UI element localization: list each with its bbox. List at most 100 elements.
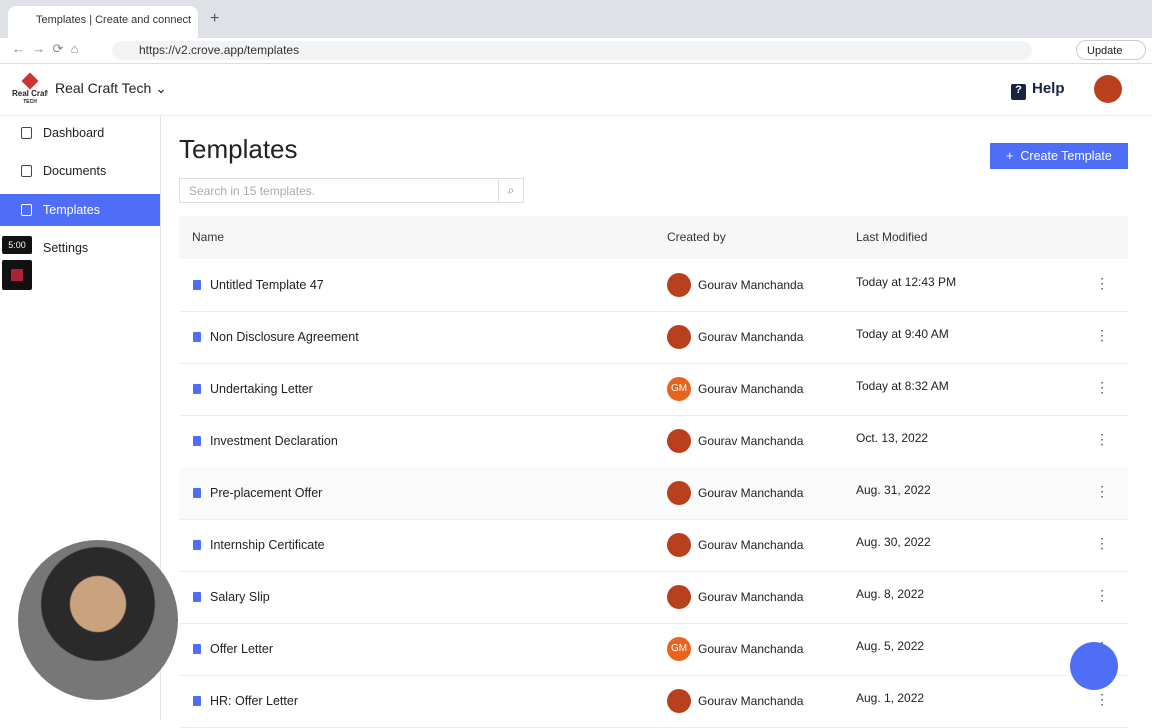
nav-icon xyxy=(21,127,32,139)
help[interactable]: ? Help xyxy=(1011,80,1065,100)
modified-date: Aug. 30, 2022 xyxy=(856,535,931,549)
template-name: Pre-placement Offer xyxy=(210,486,323,500)
record-button[interactable] xyxy=(2,260,32,290)
app-header: Real Craft TECH Real Craft Tech ⌄ ? Help xyxy=(0,63,1152,116)
table-row[interactable]: Untitled Template 47 Gourav Manchanda Toda… xyxy=(179,259,1128,312)
template-name: Untitled Template 47 xyxy=(210,278,324,292)
stop-icon xyxy=(11,269,23,281)
modified-date: Today at 8:32 AM xyxy=(856,379,949,393)
doc-icon xyxy=(193,280,201,290)
creator-avatar xyxy=(667,481,691,505)
template-name: Offer Letter xyxy=(210,642,273,656)
row-menu[interactable]: ⋮ xyxy=(1095,587,1109,603)
doc-icon xyxy=(193,332,201,342)
creator-avatar xyxy=(667,273,691,297)
doc-icon xyxy=(193,488,201,498)
nav-icon xyxy=(21,165,32,178)
row-menu[interactable]: ⋮ xyxy=(1095,691,1109,707)
creator-name: Gourav Manchanda xyxy=(698,330,804,344)
template-name: HR: Offer Letter xyxy=(210,694,298,708)
modified-date: Today at 12:43 PM xyxy=(856,275,957,289)
template-name: Internship Certificate xyxy=(210,538,325,552)
creator-avatar: GM xyxy=(667,377,691,401)
help-text: Help xyxy=(1032,80,1065,97)
doc-icon xyxy=(193,384,201,394)
nav-item[interactable]: Documents xyxy=(0,155,160,187)
column-header: Name xyxy=(192,230,225,244)
row-menu[interactable]: ⋮ xyxy=(1095,275,1109,291)
doc-icon xyxy=(193,644,201,654)
chat-button[interactable] xyxy=(1070,642,1118,690)
nav-item[interactable]: Dashboard xyxy=(0,117,160,149)
template-name: Undertaking Letter xyxy=(210,382,313,396)
creator-avatar xyxy=(667,689,691,713)
creator-name: Gourav Manchanda xyxy=(698,694,804,708)
template-name: Investment Declaration xyxy=(210,434,338,448)
creator-avatar xyxy=(667,429,691,453)
creator-avatar xyxy=(667,325,691,349)
modified-date: Today at 9:40 AM xyxy=(856,327,949,341)
table-row[interactable]: Pre-placement Offer Gourav Manchanda Aug. … xyxy=(179,467,1128,520)
create-label: Create Template xyxy=(1020,149,1112,163)
column-header: Last Modified xyxy=(856,230,928,244)
help-icon: ? xyxy=(1011,84,1026,100)
create-button[interactable]: + Create Template xyxy=(990,143,1128,169)
creator-name: Gourav Manchanda xyxy=(698,590,804,604)
table-row[interactable]: Internship Certificate Gourav Manchanda Au… xyxy=(179,519,1128,572)
timer: 5:00 xyxy=(2,236,32,254)
modified-date: Aug. 31, 2022 xyxy=(856,483,931,497)
row-menu[interactable]: ⋮ xyxy=(1095,379,1109,395)
logo-text: Real Craft xyxy=(12,89,48,98)
table-row[interactable]: Non Disclosure Agreement Gourav Manchanda… xyxy=(179,311,1128,364)
table-row[interactable]: HR: Offer Letter Gourav Manchanda Aug. 1, … xyxy=(179,675,1128,728)
tab[interactable]: Templates | Create and connect xyxy=(8,6,198,38)
creator-avatar xyxy=(667,533,691,557)
creator-name: Gourav Manchanda xyxy=(698,278,804,292)
logo-mark xyxy=(21,72,39,90)
update-button[interactable]: Update xyxy=(1076,40,1146,60)
logo[interactable]: Real Craft TECH xyxy=(12,72,48,107)
row-menu[interactable]: ⋮ xyxy=(1095,431,1109,447)
creator-avatar xyxy=(667,585,691,609)
table-row[interactable]: Undertaking Letter GM Gourav Manchanda Toda… xyxy=(179,363,1128,416)
template-name: Non Disclosure Agreement xyxy=(210,330,359,344)
modified-date: Aug. 5, 2022 xyxy=(856,639,925,653)
creator-name: Gourav Manchanda xyxy=(698,642,804,656)
url[interactable]: https://v2.crove.app/templates xyxy=(112,41,1032,60)
sidebar: Dashboard Documents Templates Settings xyxy=(0,115,161,720)
new-tab[interactable]: + xyxy=(210,10,220,27)
row-menu[interactable]: ⋮ xyxy=(1095,327,1109,343)
modified-date: Oct. 13, 2022 xyxy=(856,431,929,445)
creator-name: Gourav Manchanda xyxy=(698,434,804,448)
doc-icon xyxy=(193,696,201,706)
search-button[interactable]: ⌕ xyxy=(498,178,524,203)
tab-bar: Templates | Create and connect + xyxy=(0,0,1152,38)
creator-name: Gourav Manchanda xyxy=(698,538,804,552)
doc-icon xyxy=(193,436,201,446)
template-name: Salary Slip xyxy=(210,590,270,604)
logo-sub: TECH xyxy=(23,99,37,105)
nav-icon xyxy=(21,203,32,216)
row-menu[interactable]: ⋮ xyxy=(1095,535,1109,551)
nav-buttons[interactable]: ← → ⟳ ⌂ xyxy=(12,41,79,56)
table-header: Name Created by Last Modified xyxy=(179,216,1128,259)
search-input[interactable]: Search in 15 templates. xyxy=(179,178,499,203)
nav-item[interactable]: Templates xyxy=(0,193,160,226)
table-row[interactable]: Salary Slip Gourav Manchanda Aug. 8, 2022 ⋮ xyxy=(179,571,1128,624)
creator-avatar: GM xyxy=(667,637,691,661)
creator-name: Gourav Manchanda xyxy=(698,382,804,396)
modified-date: Aug. 8, 2022 xyxy=(856,587,925,601)
workspace-name: Real Craft Tech xyxy=(55,80,152,96)
modified-date: Aug. 1, 2022 xyxy=(856,691,925,705)
page-title: Templates xyxy=(179,134,298,164)
workspace[interactable]: Real Craft Tech ⌄ xyxy=(55,80,167,96)
table-row[interactable]: Investment Declaration Gourav Manchanda Oc… xyxy=(179,415,1128,468)
row-menu[interactable]: ⋮ xyxy=(1095,483,1109,499)
doc-icon xyxy=(193,540,201,550)
user-avatar[interactable] xyxy=(1094,75,1122,103)
address-bar: ← → ⟳ ⌂ https://v2.crove.app/templates U… xyxy=(0,38,1152,64)
doc-icon xyxy=(193,592,201,602)
column-header: Created by xyxy=(667,230,726,244)
table-row[interactable]: Offer Letter GM Gourav Manchanda Aug. 5, 20… xyxy=(179,623,1128,676)
